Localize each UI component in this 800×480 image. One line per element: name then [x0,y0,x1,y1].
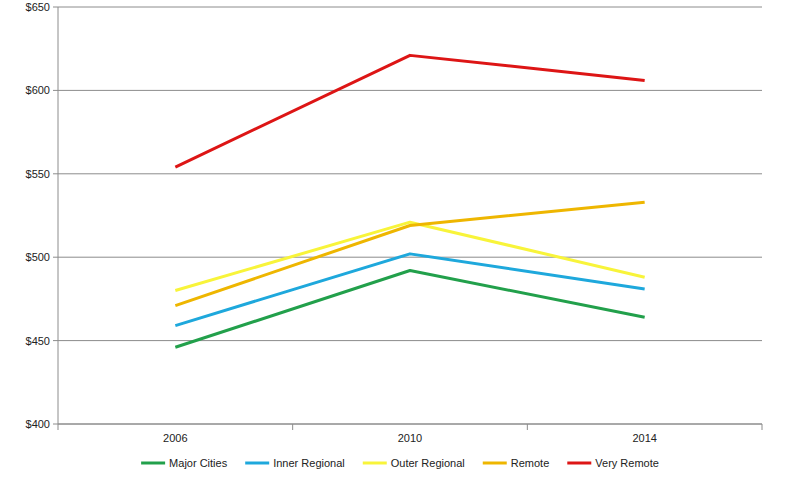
series-line [175,202,644,305]
x-tick-mark [58,424,59,430]
legend-swatch [483,462,507,465]
x-tick-mark [292,424,293,430]
grid-line [58,340,762,341]
y-tick-mark [53,340,58,341]
legend-swatch [567,462,591,465]
y-axis-line [58,7,59,424]
x-tick-label: 2006 [163,432,187,444]
legend-swatch [245,462,269,465]
grid-line [58,424,762,425]
y-tick-label: $500 [26,251,50,263]
y-tick-label: $600 [26,84,50,96]
grid-line [58,90,762,91]
legend-label: Remote [511,457,550,469]
legend-item: Outer Regional [363,457,465,469]
x-tick-label: 2010 [398,432,422,444]
series-line [175,55,644,167]
y-tick-mark [53,424,58,425]
x-axis-line [58,424,762,425]
y-tick-mark [53,7,58,8]
y-tick-mark [53,173,58,174]
legend-label: Major Cities [169,457,228,469]
legend-item: Major Cities [141,457,228,469]
x-tick-label: 2014 [632,432,656,444]
x-tick-mark [762,424,763,430]
series-line [175,254,644,326]
legend: Major Cities Inner Regional Outer Regional… [141,457,659,469]
y-tick-label: $650 [26,1,50,13]
grid-line [58,257,762,258]
y-tick-label: $450 [26,335,50,347]
grid-line [58,173,762,174]
legend-item: Remote [483,457,550,469]
y-tick-label: $550 [26,168,50,180]
x-tick-mark [527,424,528,430]
grid-line [58,7,762,8]
legend-item: Inner Regional [245,457,345,469]
y-tick-mark [53,90,58,91]
legend-swatch [141,462,165,465]
y-tick-mark [53,257,58,258]
legend-swatch [363,462,387,465]
legend-label: Very Remote [595,457,659,469]
plot-lines [175,55,644,347]
legend-label: Inner Regional [273,457,345,469]
chart: $400 $450 $500 $550 $600 $650 2006 2010 2014 Majo… [0,0,800,480]
legend-item: Very Remote [567,457,659,469]
y-tick-label: $400 [26,418,50,430]
background [0,0,800,480]
legend-label: Outer Regional [391,457,465,469]
